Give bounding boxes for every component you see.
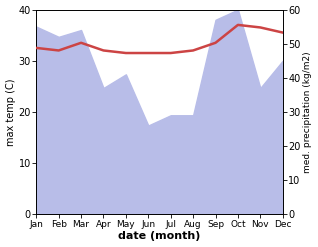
Y-axis label: max temp (C): max temp (C) <box>5 78 16 145</box>
Y-axis label: med. precipitation (kg/m2): med. precipitation (kg/m2) <box>303 51 313 173</box>
X-axis label: date (month): date (month) <box>118 231 201 242</box>
